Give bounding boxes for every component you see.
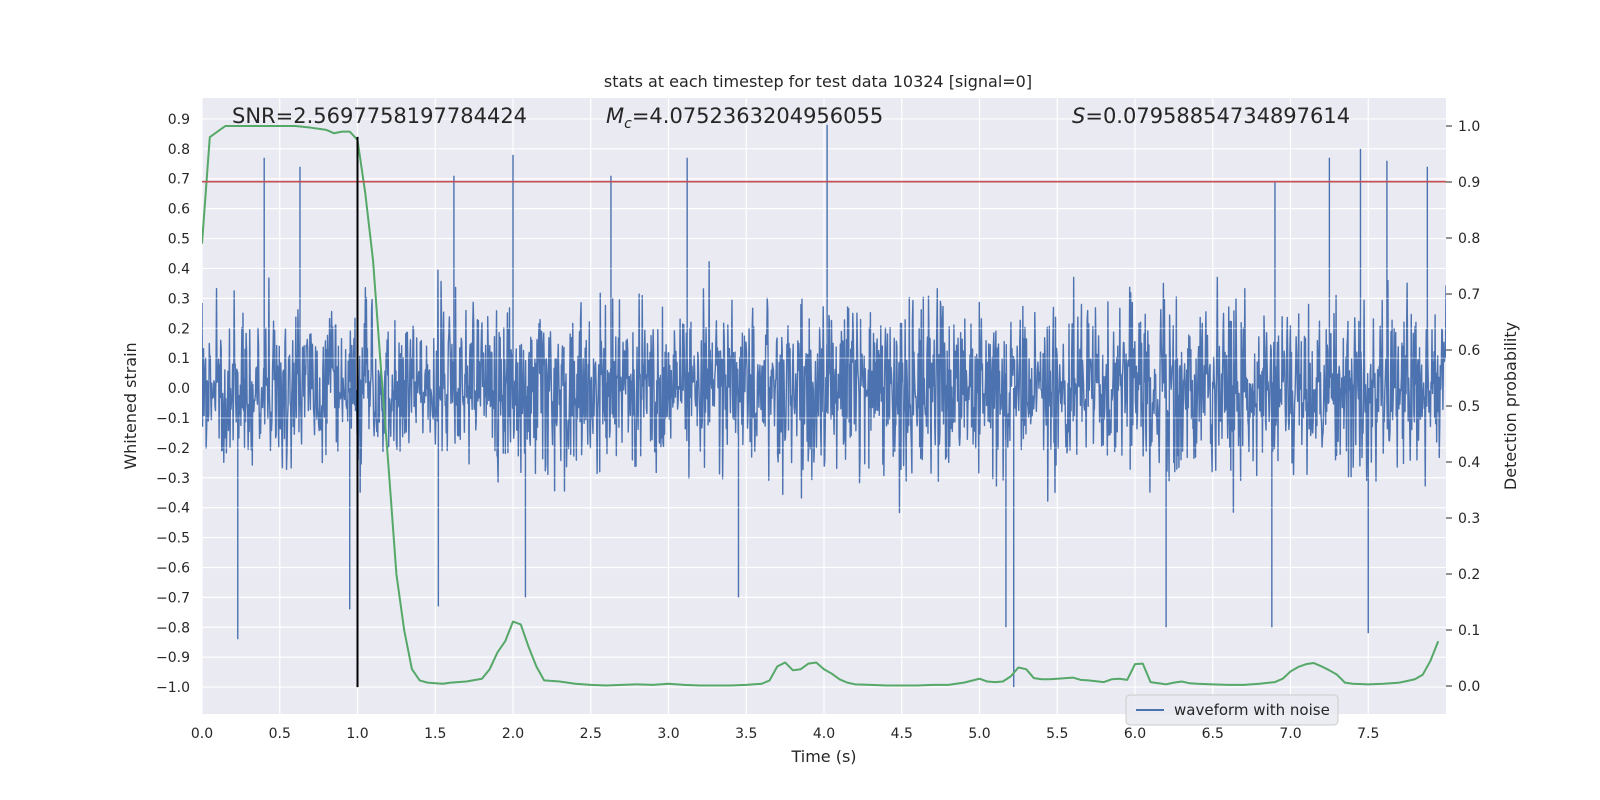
y-tick-label: −0.5: [156, 531, 190, 547]
probability-line: [202, 125, 1440, 687]
y-tick-label: 0.3: [168, 291, 190, 307]
y-tick-label: 0.0: [168, 381, 190, 397]
legend-box: [1125, 694, 1339, 726]
y2-tick-label: 0.7: [1458, 287, 1480, 303]
y-axis-left: 0.9 0.8 0.7 0.6 0.5 0.4 0.3 0.2 0.1 0.0 −0.1 −0.2 −0…: [156, 112, 190, 696]
x-tick-label: 7.5: [1357, 726, 1379, 742]
s-value: =0.07958854734897614: [1085, 104, 1350, 128]
x-tick-label: 5.0: [968, 726, 990, 742]
y-tick-label: −0.6: [156, 560, 190, 576]
y-tick-label: 0.1: [168, 351, 190, 367]
y-tick-label: −0.7: [156, 590, 190, 606]
x-tick-label: 3.0: [657, 726, 679, 742]
x-tick-label: 6.0: [1124, 726, 1146, 742]
x-tick-label: 2.0: [502, 726, 524, 742]
y-axis-label: Whitened strain: [121, 342, 140, 469]
x-axis: 0.0 0.5 1.0 1.5 2.0 2.5 3.0 3.5 4.0 4.5 5.0 5.5 6.0 6…: [191, 726, 1380, 742]
y2-tick-label: 0.5: [1458, 399, 1480, 415]
y-tick-label: 0.9: [168, 112, 190, 128]
y-tick-label: 0.8: [168, 142, 190, 158]
y-tick-label: 0.5: [168, 232, 190, 248]
y2-tick-label: 0.8: [1458, 231, 1480, 247]
y2-tick-label: 0.2: [1458, 567, 1480, 583]
x-tick-label: 5.5: [1046, 726, 1068, 742]
legend: waveform with noise: [1125, 694, 1339, 726]
x-tick-label: 3.5: [735, 726, 757, 742]
y2-tick-label: 0.3: [1458, 511, 1480, 527]
x-tick-label: 0.5: [269, 726, 291, 742]
y-tick-label: −0.8: [156, 620, 190, 636]
mc-symbol: M: [606, 104, 624, 128]
y2-tick-label: 0.4: [1458, 455, 1480, 471]
y2-tick-label: 1.0: [1458, 119, 1480, 135]
y2-tick-label: 0.1: [1458, 623, 1480, 639]
reference-lines: [202, 136, 1446, 688]
legend-label: waveform with noise: [1174, 701, 1330, 719]
x-tick-label: 2.5: [580, 726, 602, 742]
y2-tick-label: 0.9: [1458, 175, 1480, 191]
s-annotation: S=0.07958854734897614: [1072, 104, 1350, 128]
plot-area: [202, 124, 1446, 688]
y2-axis-label: Detection probability: [1501, 322, 1520, 490]
y-tick-label: −1.0: [156, 680, 190, 696]
y-tick-label: −0.2: [156, 441, 190, 457]
y2-tick-label: 0.6: [1458, 343, 1480, 359]
y2-tick-label: 0.0: [1458, 679, 1480, 695]
x-tick-label: 6.5: [1202, 726, 1224, 742]
x-tick-label: 4.5: [891, 726, 913, 742]
x-tick-label: 1.5: [424, 726, 446, 742]
probability-series: [202, 125, 1440, 687]
snr-annotation: SNR=2.5697758197784424: [232, 104, 527, 128]
x-tick-label: 4.0: [813, 726, 835, 742]
x-axis-label: Time (s): [790, 747, 856, 766]
mc-value: =4.0752363204956055: [632, 104, 883, 128]
y-tick-label: −0.9: [156, 650, 190, 666]
x-tick-label: 0.0: [191, 726, 213, 742]
mc-subscript: c: [624, 116, 632, 132]
waveform-series: [202, 124, 1446, 688]
y-tick-label: −0.3: [156, 471, 190, 487]
mc-annotation: Mc=4.0752363204956055: [606, 104, 883, 132]
y-axis-right: 1.0 0.9 0.8 0.7 0.6 0.5 0.4 0.3 0.2 0.1 0.0: [1446, 119, 1480, 695]
y-tick-label: −0.1: [156, 411, 190, 427]
y-tick-label: −0.4: [156, 501, 190, 517]
y-tick-label: 0.4: [168, 261, 190, 277]
x-tick-label: 1.0: [346, 726, 368, 742]
chart-title: stats at each timestep for test data 103…: [604, 72, 1032, 91]
x-tick-label: 7.0: [1279, 726, 1301, 742]
s-symbol: S: [1072, 104, 1085, 128]
y-tick-label: 0.6: [168, 202, 190, 218]
y-tick-label: 0.7: [168, 172, 190, 188]
y-tick-label: 0.2: [168, 321, 190, 337]
annotations: SNR=2.5697758197784424 Mc=4.075236320495…: [232, 104, 1350, 132]
